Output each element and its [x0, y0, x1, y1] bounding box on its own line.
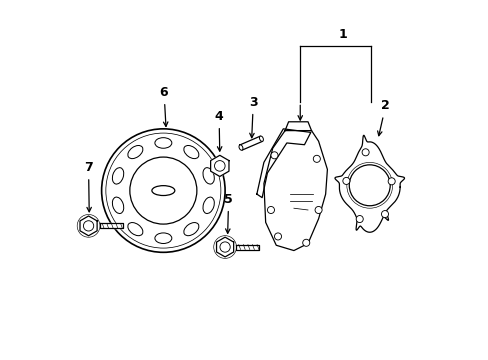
Ellipse shape — [155, 138, 171, 148]
Circle shape — [355, 216, 363, 222]
Ellipse shape — [203, 168, 214, 184]
Text: 7: 7 — [84, 161, 93, 212]
Ellipse shape — [112, 197, 123, 213]
Text: 4: 4 — [214, 110, 223, 151]
Circle shape — [267, 207, 274, 213]
Ellipse shape — [112, 168, 123, 184]
Circle shape — [314, 207, 322, 213]
Circle shape — [342, 177, 349, 184]
Ellipse shape — [203, 197, 214, 213]
Text: 5: 5 — [224, 193, 232, 233]
Circle shape — [270, 152, 278, 159]
Polygon shape — [264, 131, 327, 251]
Circle shape — [387, 178, 394, 185]
Circle shape — [302, 239, 309, 246]
Ellipse shape — [183, 145, 199, 159]
Polygon shape — [236, 244, 259, 249]
Ellipse shape — [239, 145, 243, 150]
Circle shape — [361, 149, 368, 156]
Text: 6: 6 — [160, 86, 168, 126]
Ellipse shape — [127, 145, 142, 159]
Polygon shape — [256, 129, 310, 198]
Circle shape — [313, 155, 320, 162]
Circle shape — [381, 211, 388, 218]
Ellipse shape — [259, 136, 263, 141]
Polygon shape — [334, 135, 404, 232]
Polygon shape — [210, 155, 228, 176]
Text: 3: 3 — [248, 96, 257, 138]
Text: 2: 2 — [377, 99, 389, 136]
Polygon shape — [216, 237, 233, 257]
Polygon shape — [100, 224, 122, 228]
Text: 1: 1 — [338, 28, 346, 41]
Polygon shape — [80, 216, 97, 236]
Circle shape — [274, 233, 281, 240]
Ellipse shape — [127, 222, 142, 236]
Polygon shape — [240, 136, 262, 150]
Ellipse shape — [155, 233, 171, 243]
Ellipse shape — [183, 222, 199, 236]
Polygon shape — [285, 122, 311, 131]
